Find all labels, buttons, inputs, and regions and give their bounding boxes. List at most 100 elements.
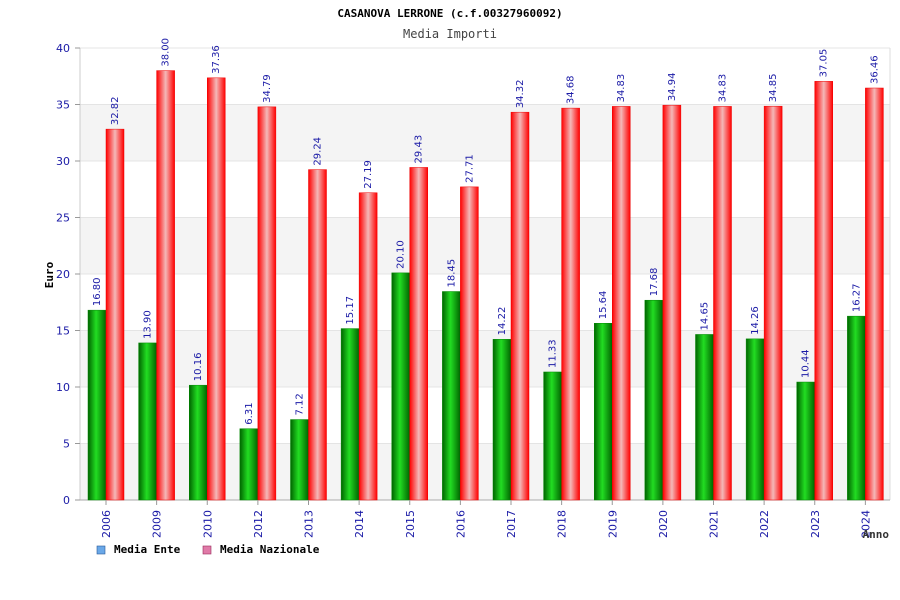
- legend-label-nazionale: Media Nazionale: [220, 543, 320, 556]
- bar-value-label: 27.71: [464, 154, 475, 183]
- legend-label-ente: Media Ente: [114, 543, 181, 556]
- bar-value-label: 34.94: [667, 73, 678, 102]
- bar-media-nazionale: [358, 192, 378, 501]
- bar-media-nazionale: [865, 87, 884, 501]
- x-tick-label: 2024: [859, 510, 872, 538]
- bar-value-label: 34.85: [768, 74, 779, 103]
- x-tick-label: 2021: [708, 510, 721, 538]
- bar-value-label: 14.65: [700, 302, 711, 331]
- x-tick-label: 2009: [151, 510, 164, 538]
- x-axis-label: Anno: [863, 528, 890, 541]
- x-tick-label: 2015: [404, 510, 417, 538]
- bar-media-nazionale: [612, 106, 631, 501]
- bar-value-label: 14.22: [497, 307, 508, 336]
- x-tick-label: 2020: [657, 510, 670, 538]
- bar-media-ente: [492, 339, 512, 501]
- y-tick-label: 25: [56, 212, 70, 225]
- x-tick-label: 2017: [505, 510, 518, 538]
- bar-value-label: 11.33: [548, 339, 559, 368]
- y-tick-label: 20: [56, 268, 70, 281]
- bar-media-nazionale: [257, 106, 277, 501]
- bar-value-label: 34.83: [718, 74, 729, 103]
- bar-value-label: 37.36: [211, 45, 222, 74]
- x-tick-label: 2006: [100, 510, 113, 538]
- y-tick-label: 5: [63, 438, 70, 451]
- bar-media-ente: [847, 315, 866, 501]
- bar-value-label: 15.64: [598, 291, 609, 320]
- bar-media-ente: [644, 299, 664, 501]
- x-tick-label: 2013: [303, 510, 316, 538]
- x-tick-label: 2018: [556, 510, 569, 538]
- bar-media-nazionale: [561, 107, 580, 501]
- bar-value-label: 15.17: [345, 296, 356, 325]
- bar-media-ente: [290, 419, 309, 501]
- bar-media-nazionale: [207, 77, 226, 501]
- legend-swatch-nazionale: [202, 545, 212, 555]
- bar-media-nazionale: [409, 167, 428, 501]
- bar-value-label: 13.90: [143, 310, 154, 339]
- bar-value-label: 16.80: [92, 278, 103, 307]
- x-tick-label: 2022: [758, 510, 771, 538]
- chart-subtitle: Media Importi: [403, 27, 497, 41]
- bar-media-ente: [239, 428, 259, 501]
- bar-media-ente: [391, 272, 410, 501]
- y-tick-label: 15: [56, 325, 70, 338]
- bar-value-label: 34.79: [262, 74, 273, 103]
- bar-media-ente: [695, 334, 714, 501]
- y-axis: 0 5 10 15 20 25 30 35 40: [56, 42, 80, 507]
- x-tick-label: 2023: [809, 510, 822, 538]
- bar-value-label: 18.45: [446, 259, 457, 288]
- bar-media-nazionale: [662, 104, 682, 501]
- y-tick-label: 40: [56, 42, 70, 55]
- bar-media-ente: [340, 328, 360, 501]
- bar-value-label: 34.32: [515, 80, 526, 109]
- bar-media-nazionale: [308, 169, 327, 501]
- bar-value-label: 34.83: [616, 74, 627, 103]
- bar-value-label: 37.05: [819, 49, 830, 78]
- bar-media-nazionale: [814, 81, 833, 501]
- bar-media-nazionale: [156, 70, 175, 501]
- y-axis-label: Euro: [43, 261, 56, 288]
- y-tick-label: 30: [56, 155, 70, 168]
- bar-media-ente: [594, 323, 613, 501]
- bar-media-nazionale: [105, 128, 125, 501]
- bar-value-label: 7.12: [295, 393, 306, 415]
- bar-value-label: 29.43: [414, 135, 425, 164]
- x-tick-label: 2010: [201, 510, 214, 538]
- bars: 16.80 32.82 13.90 38.00 10.16 37.36 6.31 34.79 7…: [87, 38, 884, 501]
- bar-value-label: 34.68: [566, 75, 577, 104]
- x-tick-label: 2012: [252, 510, 265, 538]
- bar-media-ente: [442, 291, 461, 501]
- bar-value-label: 29.24: [313, 137, 324, 166]
- x-axis: 2006 2009 2010 2012 2013 2014 2015 2016 2017 2018…: [100, 500, 872, 538]
- bar-media-ente: [796, 381, 815, 501]
- bar-value-label: 14.26: [750, 306, 761, 335]
- bar-value-label: 16.27: [851, 284, 862, 313]
- bar-value-label: 10.44: [801, 349, 812, 378]
- bar-media-ente: [87, 309, 107, 501]
- x-tick-label: 2016: [454, 510, 467, 538]
- bar-media-ente: [138, 342, 157, 501]
- chart-title: CASANOVA LERRONE (c.f.00327960092): [337, 7, 562, 20]
- bar-value-label: 38.00: [161, 38, 172, 67]
- bar-value-label: 36.46: [869, 55, 880, 84]
- bar-media-nazionale: [713, 106, 732, 501]
- x-tick-label: 2019: [606, 510, 619, 538]
- bar-media-nazionale: [763, 105, 783, 501]
- bar-media-nazionale: [460, 186, 479, 501]
- bar-value-label: 27.19: [363, 160, 374, 189]
- x-tick-label: 2014: [353, 510, 366, 538]
- bar-media-nazionale: [510, 111, 530, 501]
- bar-media-ente: [745, 338, 765, 501]
- y-tick-label: 0: [63, 494, 70, 507]
- bar-value-label: 10.16: [193, 353, 204, 382]
- bar-value-label: 32.82: [110, 96, 121, 125]
- bar-value-label: 6.31: [244, 402, 255, 424]
- legend: Media Ente Media Nazionale: [96, 543, 320, 556]
- bar-value-label: 20.10: [396, 240, 407, 269]
- bar-value-label: 17.68: [649, 268, 660, 297]
- y-tick-label: 10: [56, 381, 70, 394]
- y-tick-label: 35: [56, 99, 70, 112]
- bar-media-ente: [189, 384, 208, 501]
